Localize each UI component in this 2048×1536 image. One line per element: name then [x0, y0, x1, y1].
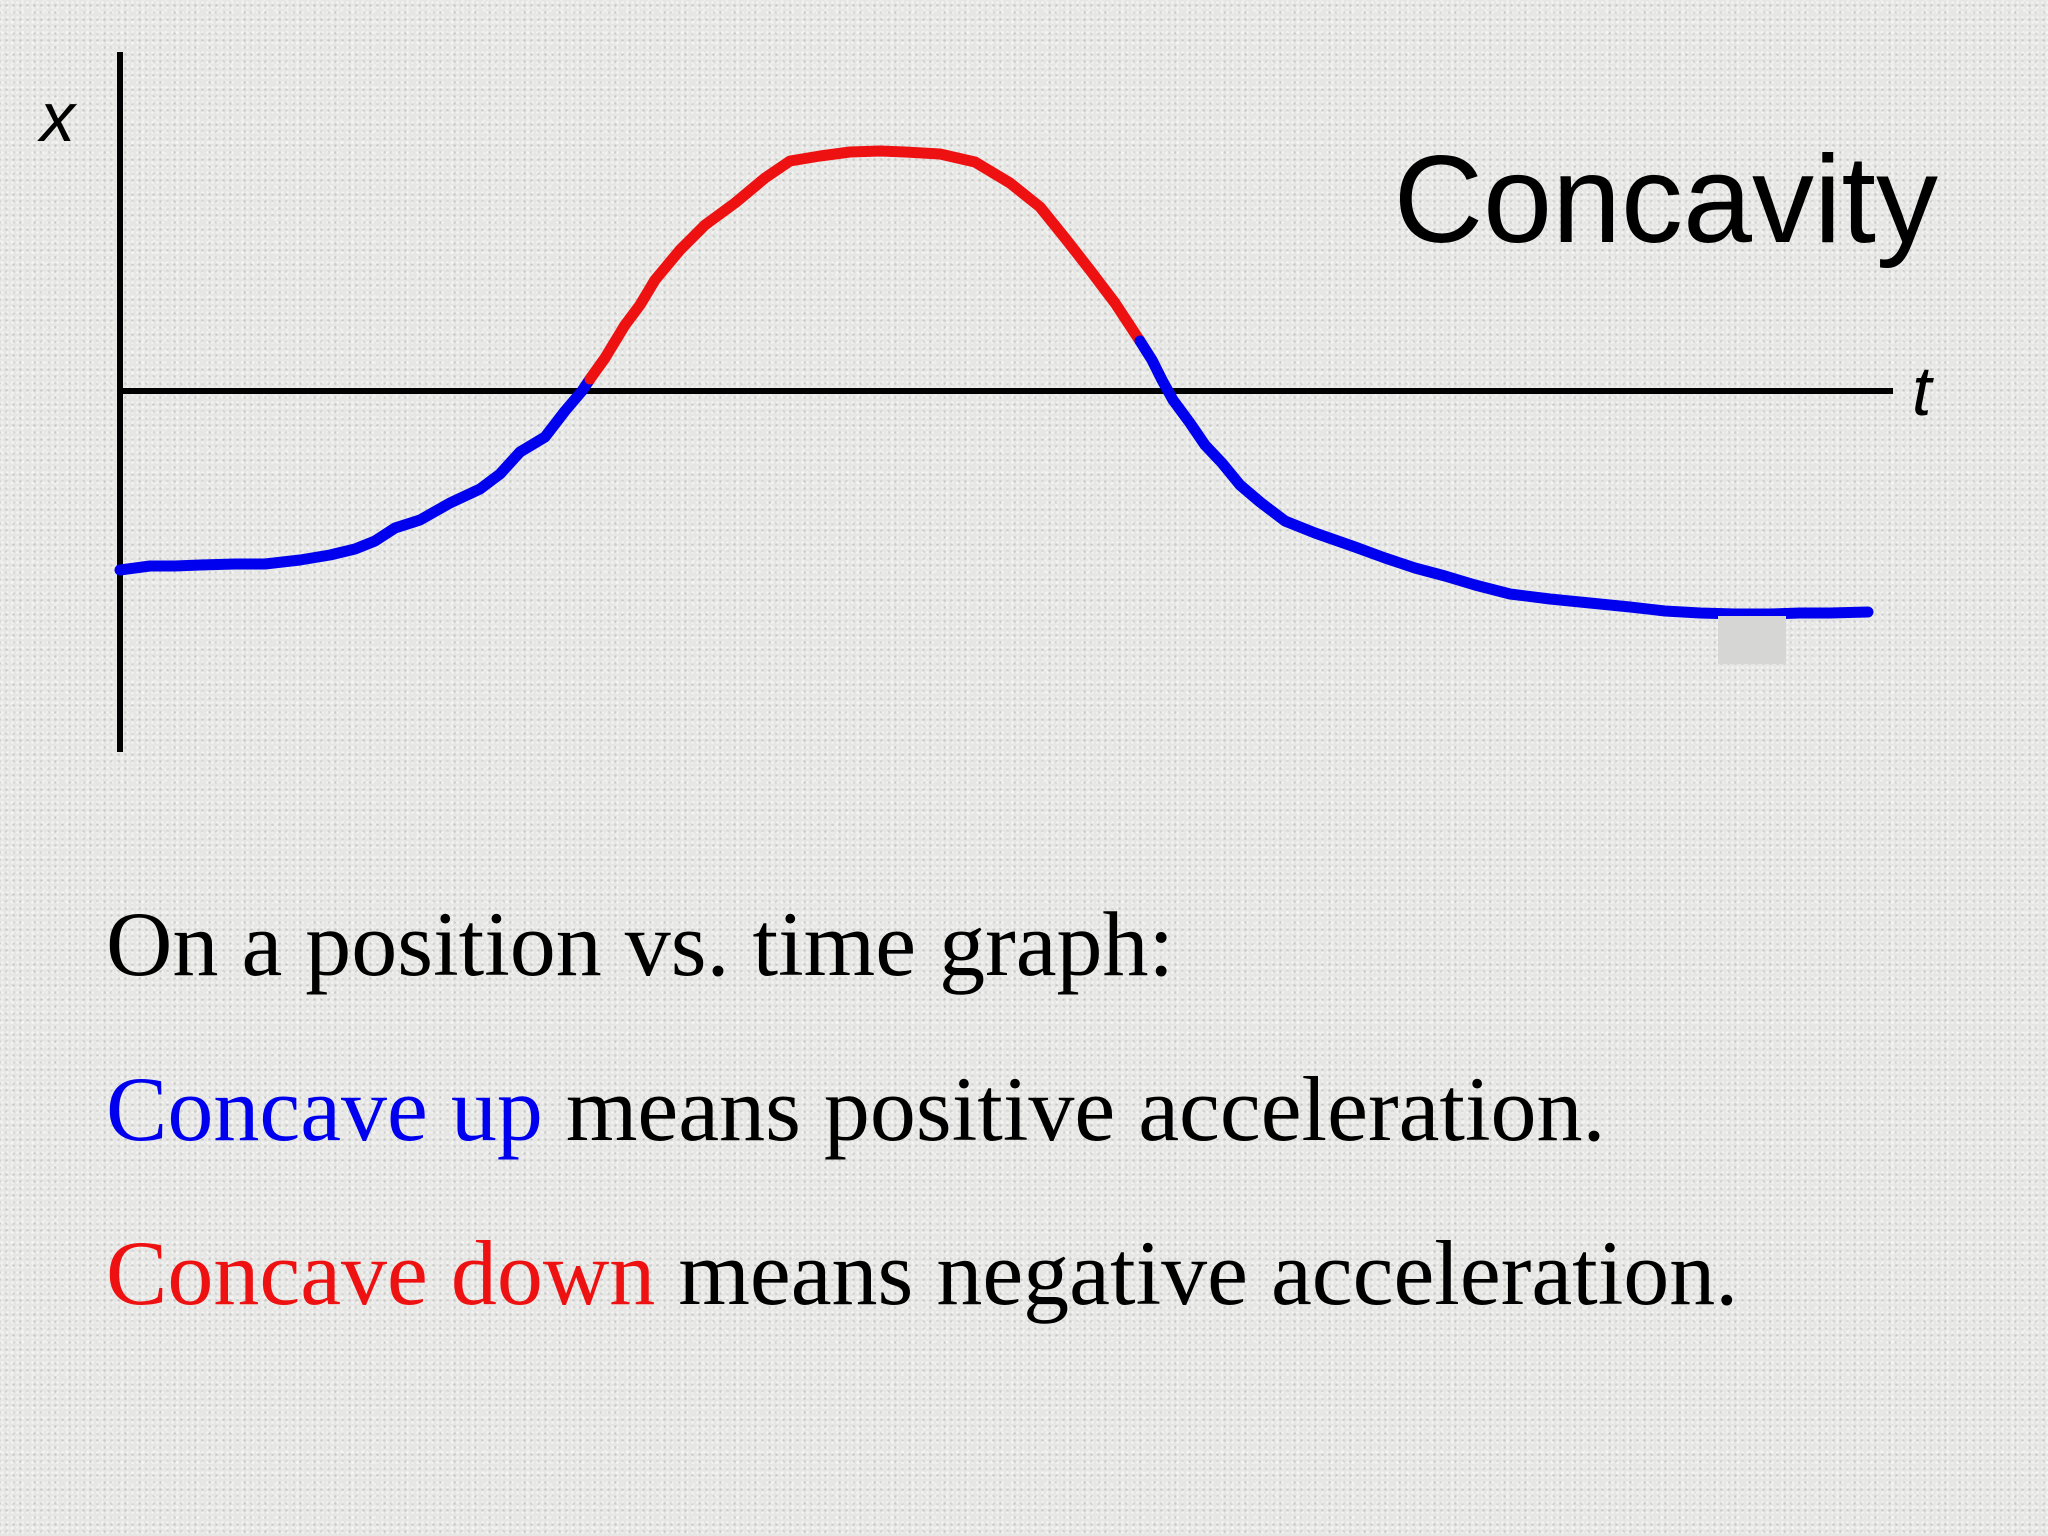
curve-concave-up-right: [1140, 341, 1868, 614]
concave-down-line: Concave down means negative acceleration…: [106, 1227, 1738, 1319]
intro-text: On a position vs. time graph:: [106, 893, 1174, 995]
position-time-graph: [0, 0, 2048, 800]
x-axis-label: t: [1912, 356, 1931, 426]
concave-up-explanation: means positive acceleration.: [543, 1058, 1606, 1160]
curve-concave-up-left: [120, 379, 590, 570]
concave-up-term: Concave up: [106, 1058, 543, 1160]
end-marker: [1718, 616, 1786, 664]
concave-down-explanation: means negative acceleration.: [655, 1222, 1738, 1324]
concave-down-term: Concave down: [106, 1222, 655, 1324]
y-axis-label: x: [40, 82, 75, 152]
concave-up-line: Concave up means positive acceleration.: [106, 1063, 1606, 1155]
slide-title: Concavity: [1394, 138, 1938, 262]
curve-concave-down: [590, 151, 1140, 379]
intro-line: On a position vs. time graph:: [106, 898, 1174, 990]
